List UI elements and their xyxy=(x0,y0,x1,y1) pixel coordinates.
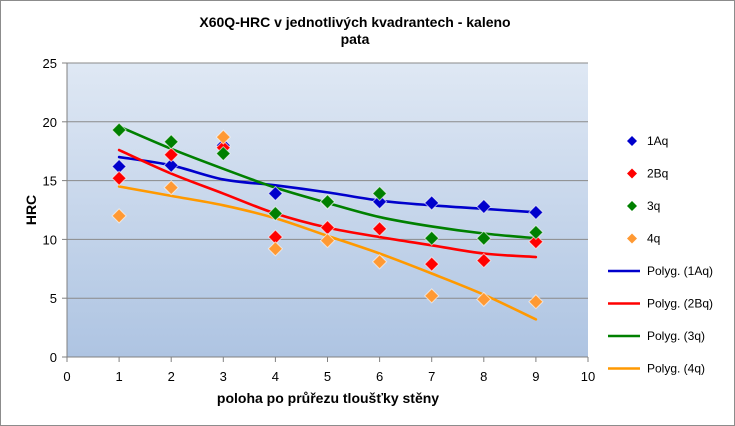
y-tick-label: 15 xyxy=(43,174,57,189)
point-series-1 xyxy=(423,195,440,211)
legend-label: Polyg. (4q) xyxy=(647,362,705,376)
legend-marker-1 xyxy=(627,136,637,146)
point-series-1 xyxy=(476,198,492,215)
point-series-4 xyxy=(423,288,440,304)
point-series-3 xyxy=(423,230,440,246)
grid-lines xyxy=(62,62,589,362)
chart-title-line2: pata xyxy=(341,31,370,47)
point-series-3 xyxy=(267,205,284,222)
point-series-3 xyxy=(371,185,388,202)
legend-label: Polyg. (1Aq) xyxy=(647,264,713,278)
legend-label: 4q xyxy=(647,232,660,246)
y-tick-label: 25 xyxy=(43,56,57,71)
point-series-2 xyxy=(423,256,440,272)
point-series-4 xyxy=(371,254,388,270)
point-series-3 xyxy=(476,230,492,246)
y-axis-title: HRC xyxy=(23,195,39,225)
x-tick-label: 3 xyxy=(220,369,227,384)
point-series-3 xyxy=(215,145,232,162)
point-series-1 xyxy=(371,194,388,210)
point-series-1 xyxy=(163,157,179,174)
legend-marker-2 xyxy=(627,168,637,179)
x-tick-label: 10 xyxy=(581,369,595,384)
point-series-4 xyxy=(163,179,179,196)
legend-label: Polyg. (2Bq) xyxy=(647,297,713,311)
point-series-1 xyxy=(267,185,284,202)
data-points xyxy=(111,122,544,310)
legend-label: 1Aq xyxy=(647,134,668,148)
x-axis-title: poloha po průřezu tloušťky stěny xyxy=(217,390,439,406)
legend-label: 2Bq xyxy=(647,167,668,181)
trendline-1 xyxy=(117,155,538,214)
chart-title-line1: X60Q-HRC v jednotlivých kvadrantech - ka… xyxy=(199,14,510,30)
point-series-3 xyxy=(111,122,127,138)
y-tick-label: 0 xyxy=(50,350,57,365)
point-series-3 xyxy=(163,134,179,150)
point-series-4 xyxy=(215,129,232,145)
point-series-2 xyxy=(163,147,179,163)
x-tick-label: 7 xyxy=(428,369,435,384)
legend: 1Aq 2Bq 3q 4q Polyg. (1Aq) Polyg. (2Bq) Polyg.… xyxy=(608,134,713,376)
point-series-4 xyxy=(476,291,492,308)
legend-label: Polyg. (3q) xyxy=(647,329,705,343)
point-series-2 xyxy=(476,252,492,269)
legend-marker-4 xyxy=(627,233,637,244)
x-tick-label: 9 xyxy=(532,369,539,384)
point-series-1 xyxy=(528,204,544,221)
x-tick-label: 8 xyxy=(480,369,487,384)
x-tick-labels: 0 1 2 3 4 5 6 7 8 9 10 xyxy=(63,369,595,384)
x-tick-label: 6 xyxy=(376,369,383,384)
y-tick-labels: 0 5 10 15 20 25 xyxy=(43,56,57,365)
x-tick-label: 1 xyxy=(115,369,122,384)
y-tick-label: 20 xyxy=(43,115,57,130)
point-series-3 xyxy=(319,194,336,210)
y-tick-label: 5 xyxy=(50,291,57,306)
x-tick-label: 2 xyxy=(168,369,175,384)
x-tick-label: 0 xyxy=(63,369,70,384)
point-series-3 xyxy=(528,224,544,241)
point-series-4 xyxy=(267,241,284,257)
point-series-4 xyxy=(528,294,544,310)
point-series-4 xyxy=(111,208,127,224)
x-tick-label: 4 xyxy=(272,369,279,384)
y-tick-label: 10 xyxy=(43,232,57,247)
legend-marker-3 xyxy=(627,201,637,211)
legend-label: 3q xyxy=(647,199,660,213)
point-series-2 xyxy=(528,234,544,250)
point-series-4 xyxy=(319,232,336,249)
point-series-2 xyxy=(111,170,127,186)
x-tick-label: 5 xyxy=(324,369,331,384)
point-series-2 xyxy=(371,221,388,237)
